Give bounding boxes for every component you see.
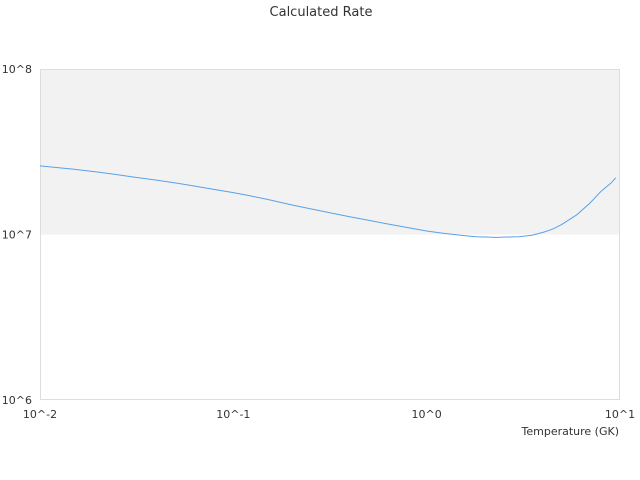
x-tick-label: 10^1 [605, 408, 635, 421]
x-tick-label: 10^0 [412, 408, 442, 421]
series-line-0 [39, 165, 617, 238]
x-axis-label: Temperature (GK) [521, 425, 620, 438]
shaded-band [40, 69, 620, 235]
y-tick-label: 10^6 [2, 394, 32, 407]
plot-area [39, 69, 620, 400]
plot-frame [40, 69, 620, 400]
x-tick-label: 10^-2 [23, 408, 57, 421]
y-tick-label: 10^7 [2, 229, 32, 242]
chart-title: Calculated Rate [270, 5, 373, 20]
x-tick-label: 10^-1 [216, 408, 250, 421]
x-axis: 10^-2 10^-1 10^0 10^1 [23, 408, 635, 421]
y-tick-label: 10^8 [2, 63, 32, 76]
y-axis: 10^6 10^7 10^8 [2, 63, 32, 407]
